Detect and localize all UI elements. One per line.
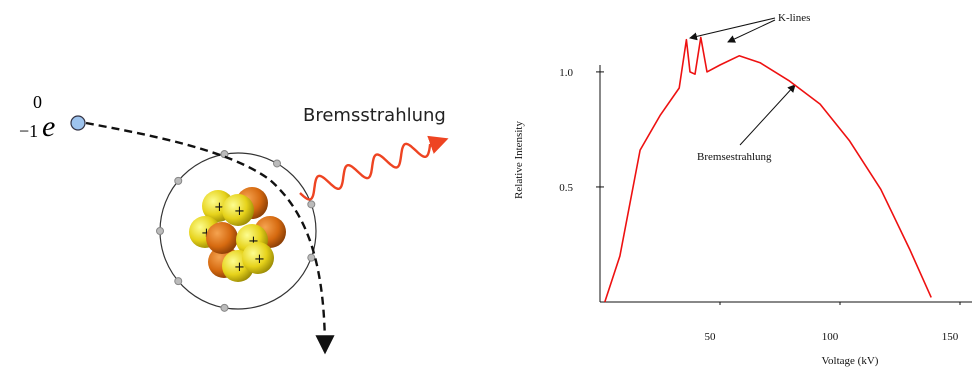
- y-axis-label: Relative Intensity: [513, 121, 525, 199]
- y-tick-label: 1.0: [559, 67, 573, 79]
- x-tick-label: 100: [822, 331, 839, 343]
- chart: Relative Intensity Voltage (kV) K-lines …: [513, 12, 972, 367]
- orbit-electron: [175, 177, 182, 184]
- photon-wave: [300, 140, 444, 200]
- annotation: K-lines: [778, 12, 810, 24]
- mass-number: 0: [33, 92, 42, 112]
- y-tick-label: 0.5: [559, 182, 573, 194]
- orbit: [160, 153, 316, 309]
- x-axis-label: Voltage (kV): [822, 355, 879, 367]
- orbit-electron: [175, 278, 182, 285]
- electron: [71, 116, 85, 130]
- annotation-arrow: [740, 85, 795, 145]
- page: 0 −1 e ++++++ Bremsstrahlung Relative In…: [0, 0, 974, 374]
- diagram: 0 −1 e ++++++ Bremsstrahlung: [19, 92, 446, 352]
- annotation-arrow: [690, 18, 775, 38]
- radiation-label: Bremsstrahlung: [303, 105, 446, 126]
- orbit-electron: [308, 201, 315, 208]
- orbit-electron: [157, 228, 164, 235]
- nucleon: [206, 222, 238, 254]
- plus-sign: +: [234, 204, 245, 219]
- electron-symbol: e: [42, 110, 55, 143]
- plus-sign: +: [254, 252, 265, 267]
- x-tick-label: 150: [942, 331, 959, 343]
- annotation: Bremsestrahlung: [697, 151, 772, 163]
- orbit-electron: [274, 160, 281, 167]
- x-tick-label: 50: [705, 331, 717, 343]
- orbit-electron: [308, 254, 315, 261]
- data-line: [605, 37, 931, 302]
- orbit-electron: [221, 304, 228, 311]
- nucleus: ++++++: [157, 151, 315, 312]
- charge: −1: [19, 121, 38, 141]
